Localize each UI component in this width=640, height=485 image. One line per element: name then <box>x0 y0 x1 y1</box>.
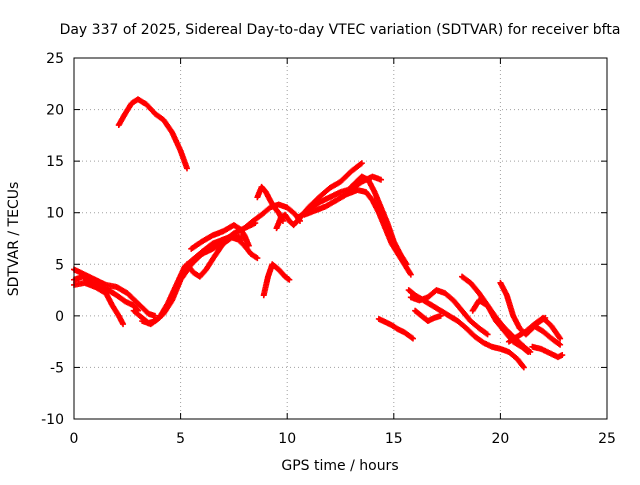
series-track-10 <box>254 183 286 224</box>
series-track-17 <box>405 287 527 371</box>
data-point <box>437 312 444 319</box>
x-tick-label: 15 <box>385 431 403 447</box>
y-tick-label: 0 <box>55 309 64 325</box>
data-point <box>519 363 526 370</box>
series-track-4 <box>115 96 190 172</box>
data-points <box>71 96 566 371</box>
x-tick-label: 0 <box>70 431 79 447</box>
data-point <box>378 176 385 183</box>
data-point <box>557 341 564 348</box>
series-track-20 <box>459 273 534 355</box>
axis-ticks: 0 5 10 15 20 25 -10 -5 0 5 10 15 20 25 <box>41 51 616 447</box>
y-tick-label: 20 <box>46 103 64 119</box>
series-track-25 <box>531 323 564 348</box>
data-point <box>525 348 532 355</box>
y-tick-label: 5 <box>55 257 64 273</box>
y-tick-label: -5 <box>50 360 64 376</box>
data-point <box>520 364 527 371</box>
data-point <box>120 321 127 328</box>
y-tick-label: 15 <box>46 154 64 170</box>
x-tick-label: 10 <box>278 431 296 447</box>
x-tick-label: 5 <box>176 431 185 447</box>
series-track-18 <box>407 287 491 338</box>
data-point <box>254 255 261 262</box>
grid <box>74 58 607 419</box>
series-track-16 <box>375 315 416 342</box>
series-track-7 <box>183 234 261 280</box>
data-point <box>484 331 491 338</box>
data-point <box>403 261 410 268</box>
series-track-8 <box>188 222 252 252</box>
data-point <box>407 271 414 278</box>
chart-title: Day 337 of 2025, Sidereal Day-to-day VTE… <box>60 22 621 38</box>
y-tick-label: -10 <box>41 412 64 428</box>
series-track-11 <box>260 261 293 299</box>
series-track-15 <box>348 173 410 268</box>
data-point <box>183 165 190 172</box>
data-point <box>358 160 365 167</box>
x-tick-label: 20 <box>491 431 509 447</box>
data-point <box>557 335 564 342</box>
data-point <box>409 335 416 342</box>
series-track-21 <box>469 297 532 355</box>
data-point <box>357 161 364 168</box>
data-point <box>286 276 293 283</box>
y-tick-label: 25 <box>46 51 64 67</box>
data-point <box>524 348 531 355</box>
data-point <box>245 242 252 249</box>
y-tick-label: 10 <box>46 206 64 222</box>
series-track-3 <box>71 279 127 328</box>
x-axis-label: GPS time / hours <box>281 458 398 474</box>
series-track-23 <box>505 314 564 345</box>
data-point <box>559 352 566 359</box>
series-track-24 <box>529 343 566 361</box>
y-axis-label: SDTVAR / TECUs <box>6 182 22 297</box>
series-track-19 <box>412 307 444 325</box>
series-track-2 <box>71 266 159 319</box>
x-tick-label: 25 <box>598 431 616 447</box>
plot-frame <box>73 57 608 420</box>
